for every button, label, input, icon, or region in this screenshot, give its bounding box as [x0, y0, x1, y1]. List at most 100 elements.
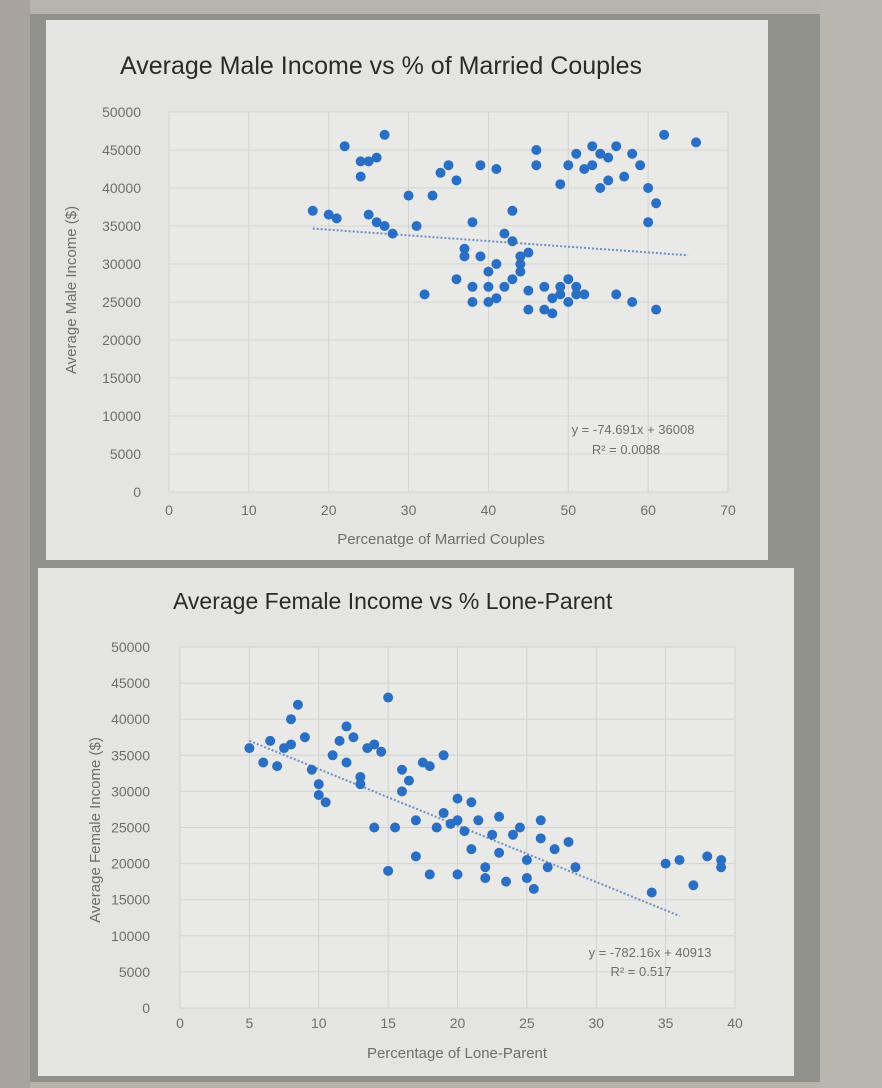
data-point	[579, 164, 590, 174]
data-point	[467, 297, 478, 307]
y-tick-label: 40000	[111, 711, 150, 727]
data-point	[595, 148, 606, 159]
data-point	[473, 815, 484, 826]
data-point	[611, 141, 622, 152]
x-tick-label: 40	[481, 502, 497, 518]
y-tick-label: 25000	[111, 820, 150, 836]
data-point	[491, 293, 502, 304]
data-point	[299, 732, 310, 743]
x-tick-label: 10	[241, 502, 257, 518]
x-tick-label: 50	[560, 502, 576, 518]
data-point	[313, 790, 324, 801]
data-point	[627, 297, 638, 307]
data-point	[603, 175, 614, 186]
x-axis-label: Percenatge of Married Couples	[337, 531, 545, 548]
female-income-chart-panel: Average Female Income vs % Lone-Parent A…	[38, 568, 794, 1076]
data-point	[563, 297, 574, 307]
data-point	[523, 304, 534, 315]
data-point	[494, 847, 505, 858]
data-point	[499, 281, 510, 292]
data-point	[272, 761, 283, 772]
data-point	[611, 289, 622, 300]
data-point	[313, 779, 324, 790]
x-tick-label: 20	[321, 502, 337, 518]
data-point	[292, 699, 303, 710]
data-point	[523, 285, 534, 296]
data-point	[451, 175, 462, 186]
data-point	[323, 209, 334, 220]
data-point	[475, 160, 486, 171]
data-point	[355, 156, 366, 167]
x-tick-label: 35	[658, 1015, 674, 1031]
data-point	[459, 251, 470, 262]
data-point	[480, 873, 491, 884]
x-tick-label: 60	[640, 502, 656, 518]
data-point	[452, 869, 463, 880]
x-tick-label: 25	[519, 1015, 535, 1031]
data-point	[443, 160, 454, 171]
data-point	[571, 148, 582, 159]
data-point	[716, 862, 727, 873]
data-point	[480, 862, 491, 873]
x-tick-label: 5	[245, 1015, 253, 1031]
data-point	[286, 739, 296, 750]
data-point	[424, 761, 435, 772]
background-left	[0, 0, 30, 1088]
chart-title: Average Female Income vs % Lone-Parent	[173, 588, 613, 614]
x-tick-label: 0	[176, 1015, 184, 1031]
data-point	[341, 757, 352, 768]
data-point	[514, 822, 525, 833]
data-point	[515, 266, 526, 277]
y-tick-label: 50000	[111, 639, 150, 655]
data-point	[390, 822, 401, 833]
y-tick-label: 10000	[111, 928, 150, 944]
data-point	[570, 862, 581, 873]
data-point	[646, 887, 657, 898]
data-point	[483, 281, 494, 292]
data-point	[547, 308, 558, 319]
data-point	[459, 243, 470, 254]
data-point	[563, 274, 574, 285]
data-point	[539, 281, 550, 292]
data-point	[535, 815, 546, 826]
y-tick-label: 10000	[102, 408, 141, 424]
data-point	[563, 836, 574, 847]
data-point	[320, 797, 331, 808]
data-point	[265, 735, 276, 746]
data-point	[702, 851, 713, 862]
x-tick-label: 20	[450, 1015, 466, 1031]
y-tick-label: 30000	[111, 783, 150, 799]
data-point	[410, 851, 421, 862]
data-point	[635, 160, 646, 171]
data-point	[410, 815, 421, 826]
data-point	[491, 259, 502, 269]
data-point	[306, 764, 317, 775]
data-point	[539, 304, 550, 315]
data-point	[619, 171, 630, 182]
data-point	[531, 160, 542, 171]
data-point	[348, 732, 359, 743]
data-point	[521, 854, 532, 865]
male-income-chart: Average Male Income vs % of Married Coup…	[63, 52, 736, 548]
y-tick-label: 0	[133, 484, 141, 500]
data-point	[515, 259, 526, 269]
data-point	[363, 209, 374, 220]
y-tick-label: 25000	[102, 294, 141, 310]
y-tick-label: 45000	[102, 142, 141, 158]
data-point	[467, 281, 478, 292]
data-point	[651, 198, 662, 209]
x-tick-label: 40	[727, 1015, 743, 1031]
data-point	[363, 156, 374, 167]
data-point	[483, 266, 494, 277]
data-point	[595, 183, 606, 193]
y-tick-label: 30000	[102, 256, 141, 272]
data-point	[691, 137, 702, 148]
data-point	[387, 228, 398, 239]
data-point	[467, 217, 478, 228]
data-point	[466, 844, 477, 855]
x-tick-label: 10	[311, 1015, 327, 1031]
data-point	[579, 289, 590, 300]
data-point	[397, 786, 407, 797]
y-tick-label: 5000	[119, 964, 150, 980]
data-point	[369, 739, 380, 750]
